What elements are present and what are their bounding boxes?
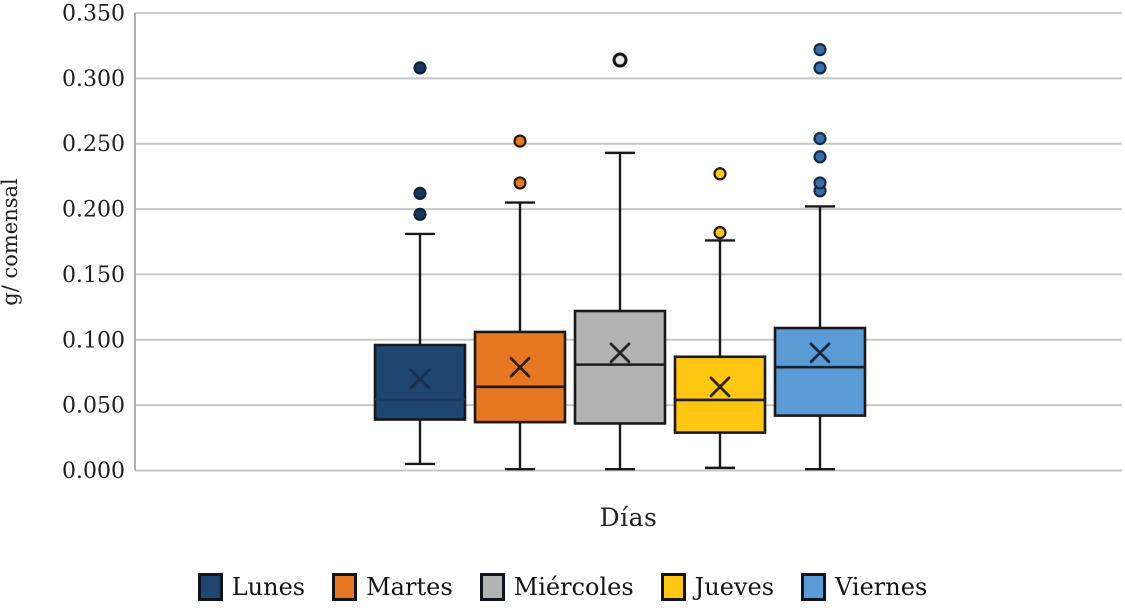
y-axis-title: g/ comensal (0, 178, 22, 306)
legend-swatch-martes (332, 573, 358, 601)
legend-label: Miércoles (513, 573, 634, 601)
legend-swatch-miercoles (479, 573, 505, 601)
y-axis-tick-labels: 0.000 0.050 0.100 0.150 0.200 0.250 0.300 0.350 (62, 2, 125, 485)
y-tick-label: 0.150 (62, 263, 125, 288)
outlier-point (713, 226, 727, 240)
y-tick-label: 0.200 (62, 198, 125, 223)
box-series (373, 42, 867, 471)
y-tick-label: 0.000 (62, 459, 125, 484)
y-tick-label: 0.100 (62, 328, 125, 353)
outlier-point (813, 131, 827, 146)
mean-marker (709, 376, 731, 398)
legend: Lunes Martes Miércoles Jueves Viernes (0, 573, 1125, 601)
outlier-point (612, 52, 628, 68)
outlier-point (413, 207, 427, 221)
y-tick-label: 0.050 (62, 394, 125, 419)
legend-swatch-lunes (197, 573, 223, 601)
box (473, 330, 567, 424)
outlier-point (713, 167, 727, 181)
boxplot-jueves (673, 167, 767, 470)
boxplot-lunes (373, 61, 467, 466)
legend-label: Lunes (231, 573, 306, 601)
legend-label: Jueves (694, 573, 775, 601)
legend-label: Viernes (835, 573, 928, 601)
mean-marker (409, 368, 431, 390)
boxplot-viernes (773, 42, 867, 471)
legend-swatch-jueves (660, 573, 686, 601)
mean-marker (609, 342, 631, 364)
legend-item-lunes: Lunes (197, 573, 306, 601)
y-tick-label: 0.350 (62, 2, 125, 27)
y-tick-label: 0.250 (62, 132, 125, 157)
boxplot-miercoles (573, 52, 667, 471)
outlier-point (813, 150, 827, 164)
outlier-point (413, 186, 427, 200)
box (673, 355, 767, 434)
boxplot-martes (473, 134, 567, 471)
chart-canvas: 0.000 0.050 0.100 0.150 0.200 0.250 0.300 0.350… (0, 2, 1122, 485)
legend-label: Martes (366, 573, 453, 601)
legend-swatch-viernes (801, 573, 827, 601)
box (373, 343, 467, 421)
outlier-point (813, 176, 827, 190)
outlier-point (813, 42, 827, 57)
box (773, 326, 867, 417)
outlier-point (813, 61, 827, 75)
x-axis-title: Días (599, 503, 658, 532)
mean-marker (509, 356, 531, 378)
outlier-point (513, 176, 527, 190)
legend-item-miercoles: Miércoles (479, 573, 634, 601)
outlier-point (413, 61, 427, 75)
y-tick-label: 0.300 (62, 67, 125, 92)
outlier-point (513, 134, 527, 148)
legend-item-jueves: Jueves (660, 573, 775, 601)
legend-item-viernes: Viernes (801, 573, 927, 601)
box (573, 309, 667, 425)
legend-item-martes: Martes (332, 573, 453, 601)
mean-marker (809, 342, 831, 364)
